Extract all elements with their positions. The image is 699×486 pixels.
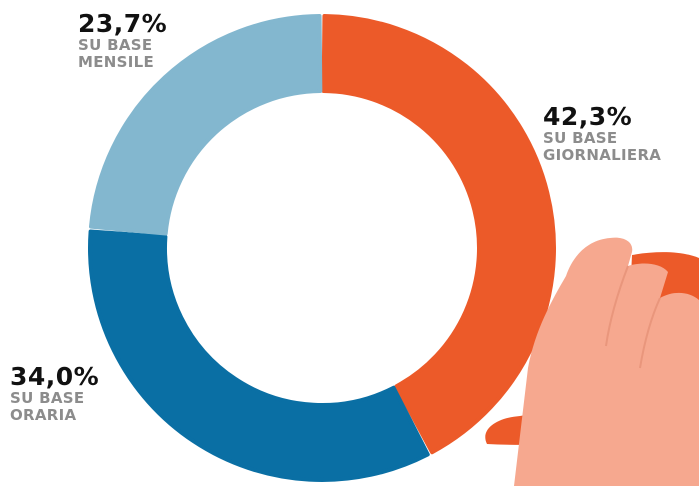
donut-slice-0 — [321, 14, 556, 455]
category-label-oraria-line1: SU BASE — [10, 389, 85, 407]
donut-slices — [88, 14, 556, 482]
label-oraria: 34,0% SU BASE ORARIA — [10, 364, 99, 424]
hand-illustration — [485, 237, 699, 486]
value-label-giornaliera: 42,3% — [543, 102, 633, 131]
category-label-mensile-line1: SU BASE — [78, 36, 153, 54]
category-label-mensile-line2: MENSILE — [78, 53, 155, 71]
hand-fingers — [514, 237, 699, 486]
hand-finger-line — [639, 297, 661, 369]
category-label-giornaliera-line1: SU BASE — [543, 129, 618, 147]
donut-slice-1 — [88, 229, 430, 482]
hand-finger-line — [605, 265, 629, 347]
category-label-oraria-line2: ORARIA — [10, 406, 77, 424]
donut-slice-2 — [88, 14, 323, 236]
category-label-giornaliera-line2: GIORNALIERA — [543, 146, 662, 164]
value-label-oraria: 34,0% — [10, 362, 100, 391]
value-label-mensile: 23,7% — [78, 9, 168, 38]
label-giornaliera: 42,3% SU BASE GIORNALIERA — [543, 104, 661, 164]
label-mensile: 23,7% SU BASE MENSILE — [78, 11, 167, 71]
